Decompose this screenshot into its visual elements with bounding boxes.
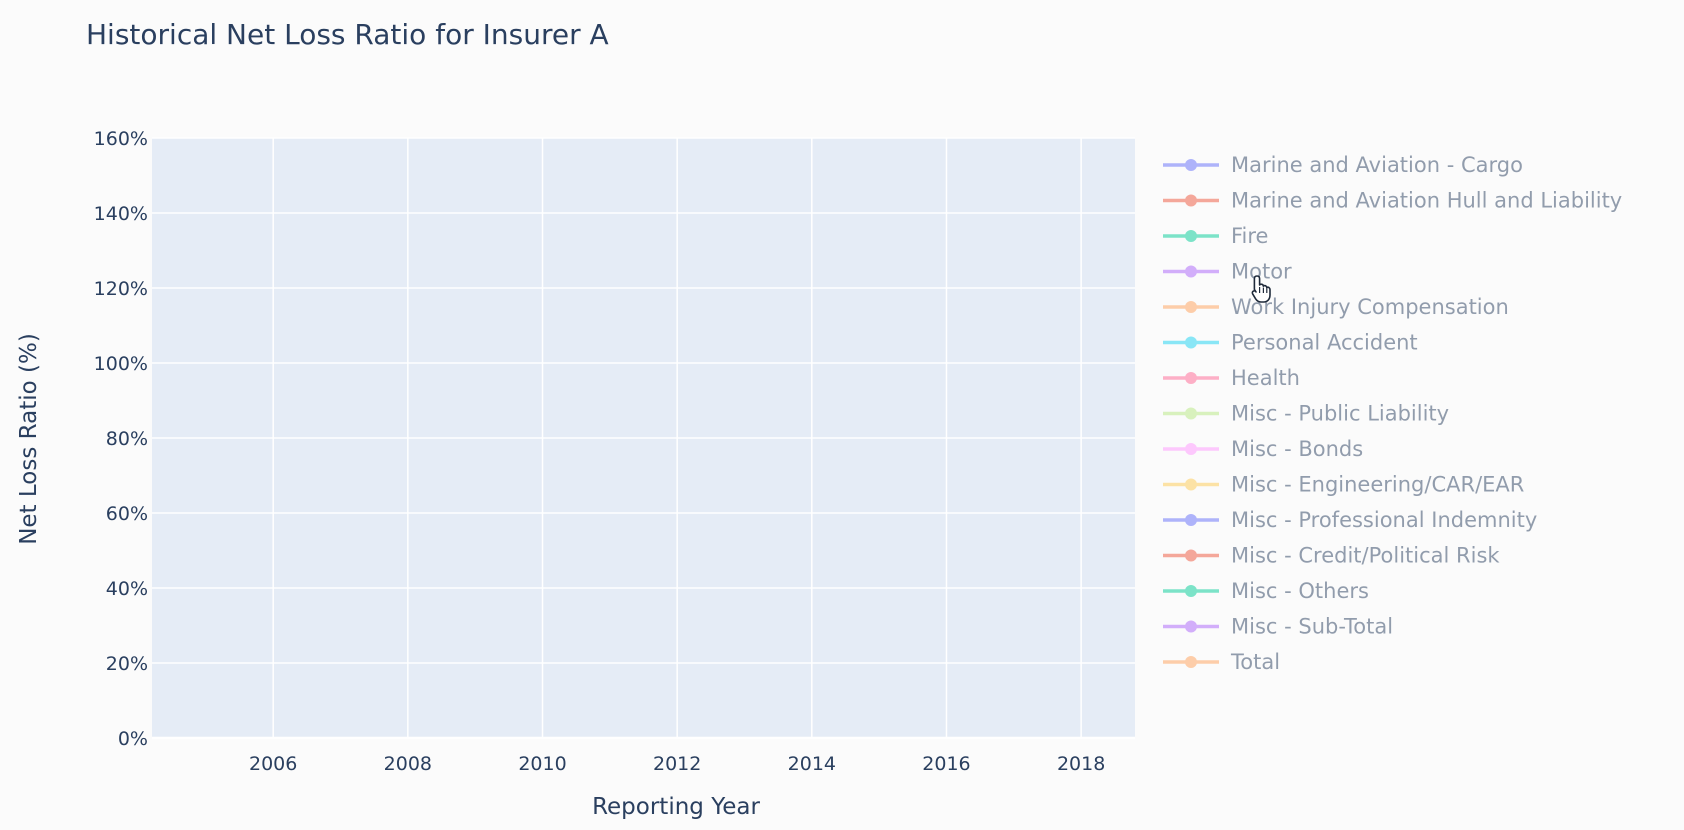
legend-label: Misc - Sub-Total: [1231, 615, 1393, 639]
legend: Marine and Aviation - Cargo Marine and Av…: [1163, 153, 1622, 674]
y-tick-label: 40%: [106, 578, 148, 600]
legend-item[interactable]: Total: [1163, 650, 1280, 674]
x-axis-title: Reporting Year: [592, 794, 760, 820]
y-tick-label: 120%: [94, 278, 148, 300]
legend-marker: [1185, 549, 1197, 562]
legend-item[interactable]: Work Injury Compensation: [1163, 295, 1509, 319]
legend-marker: [1185, 265, 1197, 278]
legend-item[interactable]: Misc - Professional Indemnity: [1163, 508, 1537, 532]
legend-label: Marine and Aviation - Cargo: [1231, 153, 1523, 177]
legend-marker: [1185, 478, 1197, 491]
y-tick-label: 80%: [106, 428, 148, 450]
legend-label: Misc - Others: [1231, 579, 1369, 603]
x-tick-label: 2006: [249, 753, 297, 775]
legend-label: Work Injury Compensation: [1231, 295, 1509, 319]
y-tick-label: 20%: [106, 653, 148, 675]
legend-label: Misc - Bonds: [1231, 437, 1363, 461]
legend-label: Misc - Credit/Political Risk: [1231, 544, 1500, 568]
legend-marker: [1185, 230, 1197, 242]
legend-label: Total: [1230, 650, 1280, 674]
legend-marker: [1185, 514, 1197, 526]
y-axis-ticks: 0% 20% 40% 60% 80% 100% 120% 140% 160%: [94, 128, 148, 750]
hand-pointer-cursor-icon: [1251, 275, 1271, 303]
x-tick-label: 2008: [384, 753, 432, 775]
x-tick-label: 2014: [788, 753, 836, 775]
legend-marker: [1185, 336, 1197, 349]
x-tick-label: 2018: [1057, 753, 1105, 775]
legend-item[interactable]: Misc - Sub-Total: [1163, 615, 1393, 639]
legend-marker: [1185, 656, 1197, 668]
legend-item[interactable]: Misc - Others: [1163, 579, 1369, 603]
y-tick-label: 100%: [94, 353, 148, 375]
legend-label: Marine and Aviation Hull and Liability: [1231, 189, 1622, 213]
legend-item[interactable]: Marine and Aviation - Cargo: [1163, 153, 1523, 177]
legend-marker: [1185, 159, 1197, 171]
legend-marker: [1185, 301, 1197, 313]
legend-label: Misc - Public Liability: [1231, 402, 1449, 426]
y-gridlines: [152, 137, 1135, 740]
chart-title: Historical Net Loss Ratio for Insurer A: [86, 18, 609, 51]
x-tick-label: 2016: [922, 753, 970, 775]
legend-item[interactable]: Misc - Engineering/CAR/EAR: [1163, 473, 1524, 497]
legend-item[interactable]: Health: [1163, 366, 1300, 390]
legend-label: Misc - Professional Indemnity: [1231, 508, 1537, 532]
y-tick-label: 0%: [118, 728, 148, 750]
legend-item[interactable]: Personal Accident: [1163, 331, 1418, 355]
legend-item[interactable]: Misc - Bonds: [1163, 437, 1363, 461]
x-tick-label: 2012: [653, 753, 701, 775]
legend-marker: [1185, 620, 1197, 633]
legend-item[interactable]: Misc - Public Liability: [1163, 402, 1449, 426]
x-axis-ticks: 2006 2008 2010 2012 2014 2016 2018: [249, 753, 1105, 775]
legend-label: Motor: [1231, 260, 1292, 284]
legend-marker: [1185, 372, 1197, 384]
legend-marker: [1185, 407, 1197, 420]
legend-label: Personal Accident: [1231, 331, 1418, 355]
legend-item[interactable]: Fire: [1163, 224, 1268, 248]
y-axis-title: Net Loss Ratio (%): [16, 333, 42, 545]
legend-item[interactable]: Misc - Credit/Political Risk: [1163, 544, 1500, 568]
legend-label: Health: [1231, 366, 1300, 390]
y-tick-label: 160%: [94, 128, 148, 150]
legend-item[interactable]: Marine and Aviation Hull and Liability: [1163, 189, 1622, 213]
legend-marker: [1185, 194, 1197, 207]
x-tick-label: 2010: [518, 753, 566, 775]
legend-item[interactable]: Motor: [1163, 260, 1292, 284]
legend-label: Fire: [1231, 224, 1268, 248]
legend-label: Misc - Engineering/CAR/EAR: [1231, 473, 1524, 497]
legend-marker: [1185, 443, 1197, 455]
y-tick-label: 60%: [106, 503, 148, 525]
legend-marker: [1185, 585, 1197, 597]
y-tick-label: 140%: [94, 203, 148, 225]
